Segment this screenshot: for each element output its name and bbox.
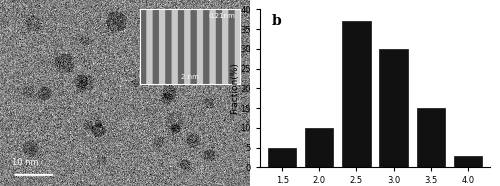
Bar [416,108,444,167]
Bar [268,148,296,167]
Bar [380,49,407,167]
Text: 10 nm: 10 nm [12,158,39,167]
Bar [342,21,370,167]
Y-axis label: Fraction(%): Fraction(%) [230,62,239,114]
Text: b: b [272,14,281,28]
Bar [454,155,482,167]
Bar [306,128,334,167]
Text: 2 nm: 2 nm [181,74,199,80]
Text: 0.21nm: 0.21nm [208,13,235,19]
